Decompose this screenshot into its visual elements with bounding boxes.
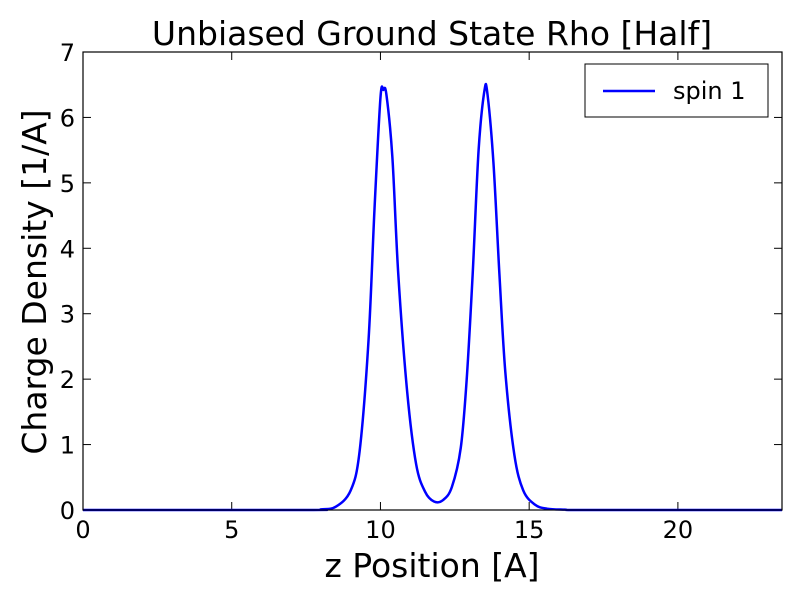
y-tick-label: 3: [60, 301, 75, 329]
x-axis-label: z Position [A]: [324, 546, 539, 585]
x-tick-label: 20: [663, 516, 694, 544]
y-tick-label: 1: [60, 432, 75, 460]
legend-entry-spin-1: spin 1: [673, 77, 746, 105]
x-tick-label: 10: [365, 516, 396, 544]
y-tick-label: 4: [60, 235, 75, 263]
y-tick-label: 7: [60, 39, 75, 67]
y-tick-label: 2: [60, 366, 75, 394]
plot-frame: [82, 51, 783, 511]
x-tick-label: 0: [75, 516, 90, 544]
y-tick-label: 0: [60, 497, 75, 525]
x-tick-label: 15: [514, 516, 545, 544]
y-tick-label: 6: [60, 104, 75, 132]
y-tick-label: 5: [60, 170, 75, 198]
legend: spin 1: [584, 63, 769, 118]
series-line-spin-1: [83, 82, 782, 512]
series-layer: [83, 82, 782, 512]
x-tick-label: 5: [224, 516, 239, 544]
y-axis-label: Charge Density [1/A]: [15, 109, 54, 454]
chart-title: Unbiased Ground State Rho [Half]: [152, 14, 712, 53]
